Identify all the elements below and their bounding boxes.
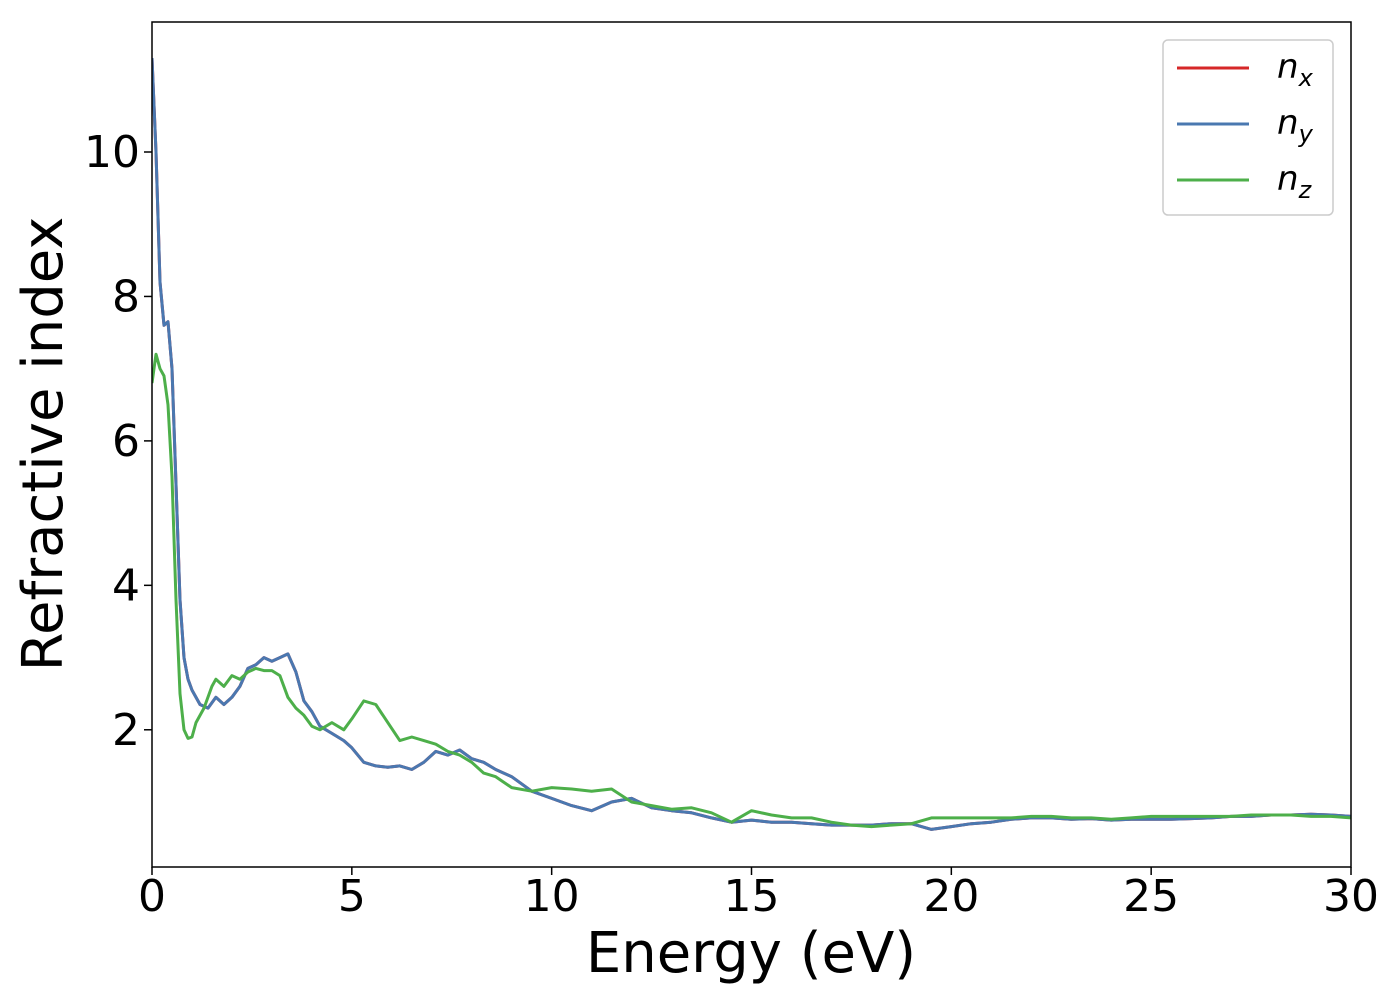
x-tick-label: 20 [923,871,979,922]
y-tick-label: 10 [84,127,140,178]
y-tick-label: 4 [112,560,140,611]
y-tick-label: 2 [112,705,140,756]
x-tick-label: 10 [524,871,580,922]
x-tick-label: 30 [1323,871,1379,922]
x-tick-label: 0 [138,871,166,922]
y-tick-label: 6 [112,416,140,467]
x-tick-label: 5 [338,871,366,922]
y-tick-label: 8 [112,271,140,322]
x-tick-label: 15 [724,871,780,922]
y-axis-title: Refractive index [11,217,76,672]
x-axis-title: Energy (eV) [586,921,916,986]
x-tick-label: 25 [1123,871,1179,922]
